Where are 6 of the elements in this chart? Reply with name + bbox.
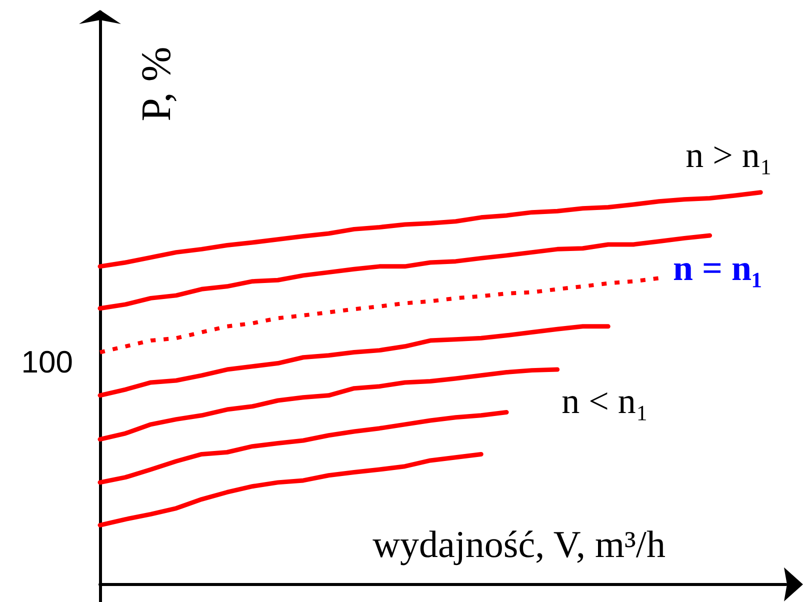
text: n > n₁ [686,135,772,175]
annotation: n < n₁ [562,381,648,421]
series-label: n = n₁ [672,248,762,288]
text: 100 [21,344,73,380]
x-axis-title: wydajność, V, m³/h [372,524,666,566]
y-axis-title: P, % [134,46,180,122]
